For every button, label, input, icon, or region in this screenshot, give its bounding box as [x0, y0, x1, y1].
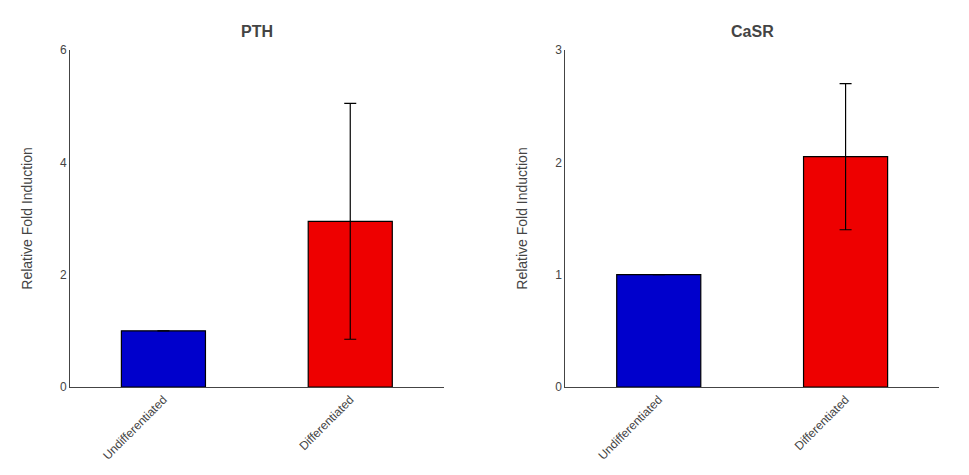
svg-text:Relative Fold Induction: Relative Fold Induction	[514, 147, 530, 289]
svg-text:2: 2	[60, 268, 67, 282]
svg-text:6: 6	[60, 43, 67, 57]
svg-text:Relative Fold Induction: Relative Fold Induction	[19, 147, 35, 289]
svg-text:Differentiated: Differentiated	[296, 393, 356, 453]
svg-text:4: 4	[60, 156, 67, 170]
svg-text:CaSR: CaSR	[731, 23, 774, 40]
svg-text:3: 3	[555, 43, 562, 57]
svg-text:1: 1	[555, 268, 562, 282]
svg-text:Undifferentiated: Undifferentiated	[595, 393, 665, 463]
svg-text:Differentiated: Differentiated	[792, 393, 852, 453]
svg-text:PTH: PTH	[241, 23, 273, 40]
svg-text:2: 2	[555, 156, 562, 170]
svg-text:0: 0	[555, 380, 562, 394]
svg-text:0: 0	[60, 380, 67, 394]
svg-text:Undifferentiated: Undifferentiated	[100, 393, 170, 463]
